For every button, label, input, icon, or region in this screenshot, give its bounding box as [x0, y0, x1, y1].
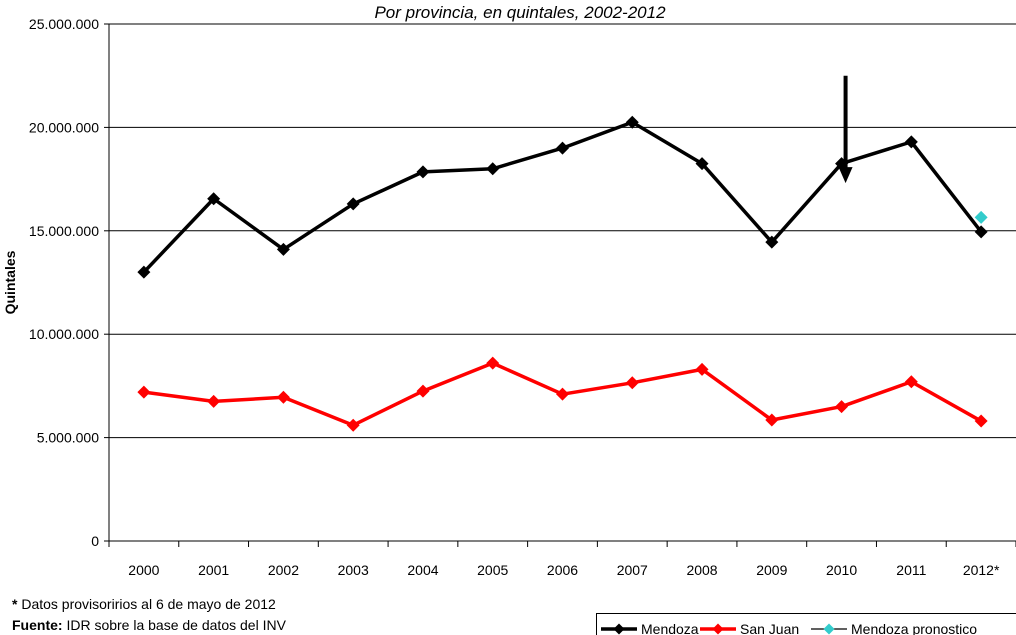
y-tick-label: 25.000.000	[29, 16, 99, 32]
x-tick-label: 2008	[686, 562, 717, 578]
legend-label-mendoza-pronostico: Mendoza pronostico	[851, 621, 977, 635]
data-point-san-juan	[695, 362, 709, 376]
series-mendoza	[137, 115, 988, 279]
y-axis-label: Quintales	[2, 250, 18, 314]
source-label: Fuente:	[12, 617, 63, 633]
x-tick-label: 2012*	[963, 562, 1000, 578]
data-point-san-juan	[276, 390, 290, 404]
y-tick-label: 15.000.000	[29, 223, 99, 239]
data-point-san-juan	[625, 376, 639, 390]
legend-marker-mendoza	[613, 623, 625, 635]
footnote-asterisk: *	[12, 596, 18, 612]
source-text: IDR sobre la base de datos del INV	[62, 617, 286, 633]
x-tick-label: 2001	[198, 562, 229, 578]
data-point-mendoza	[416, 165, 430, 179]
x-tick-label: 2000	[128, 562, 159, 578]
series-mendoza-pronostico	[974, 210, 988, 224]
data-point-san-juan	[346, 418, 360, 432]
x-tick-label: 2003	[338, 562, 369, 578]
data-point-mendoza	[346, 197, 360, 211]
data-point-san-juan	[904, 375, 918, 389]
y-tick-label: 0	[91, 533, 99, 549]
y-tick-label: 5.000.000	[37, 430, 99, 446]
data-point-mendoza	[137, 265, 151, 279]
legend-marker-san-juan	[712, 623, 724, 635]
data-point-san-juan	[137, 385, 151, 399]
x-tick-label: 2007	[617, 562, 648, 578]
x-tick-label: 2005	[477, 562, 508, 578]
data-point-mendoza	[695, 157, 709, 171]
x-tick-label: 2006	[547, 562, 578, 578]
data-point-san-juan	[974, 414, 988, 428]
footnote-text: Datos provisoririos al 6 de mayo de 2012	[17, 596, 276, 612]
x-tick-label: 2004	[407, 562, 438, 578]
data-point-mendoza	[486, 162, 500, 176]
data-point-san-juan	[835, 400, 849, 414]
data-point-san-juan	[556, 387, 569, 401]
chart-subtitle: Por provincia, en quintales, 2002-2012	[374, 3, 666, 22]
legend-marker-mendoza-pronostico	[823, 623, 835, 635]
data-point-mendoza	[556, 141, 569, 155]
legend: Mendoza San Juan Mendoza pronostico	[596, 613, 1016, 635]
data-point-mendoza	[765, 235, 779, 249]
data-point-mendoza	[625, 115, 639, 129]
data-point-mendoza-pronostico	[974, 210, 988, 224]
x-tick-label: 2002	[268, 562, 299, 578]
legend-label-mendoza: Mendoza	[641, 621, 699, 635]
x-tick-label: 2011	[896, 562, 926, 578]
series-san-juan	[137, 356, 988, 432]
data-point-san-juan	[207, 394, 221, 408]
source-note: Fuente: IDR sobre la base de datos del I…	[12, 617, 286, 633]
data-point-san-juan	[765, 413, 779, 427]
x-tick-label: 2010	[826, 562, 857, 578]
y-tick-label: 20.000.000	[29, 119, 99, 135]
data-point-mendoza	[276, 242, 290, 256]
data-point-mendoza	[904, 135, 918, 149]
data-point-san-juan	[486, 356, 500, 370]
data-point-mendoza	[974, 225, 988, 239]
legend-label-san-juan: San Juan	[740, 621, 799, 635]
provisional-footnote: * Datos provisoririos al 6 de mayo de 20…	[12, 596, 276, 612]
data-point-san-juan	[416, 384, 430, 398]
data-point-mendoza	[207, 192, 221, 206]
x-tick-label: 2009	[756, 562, 787, 578]
annotation-arrow-head	[838, 167, 853, 184]
y-tick-label: 10.000.000	[29, 326, 99, 342]
